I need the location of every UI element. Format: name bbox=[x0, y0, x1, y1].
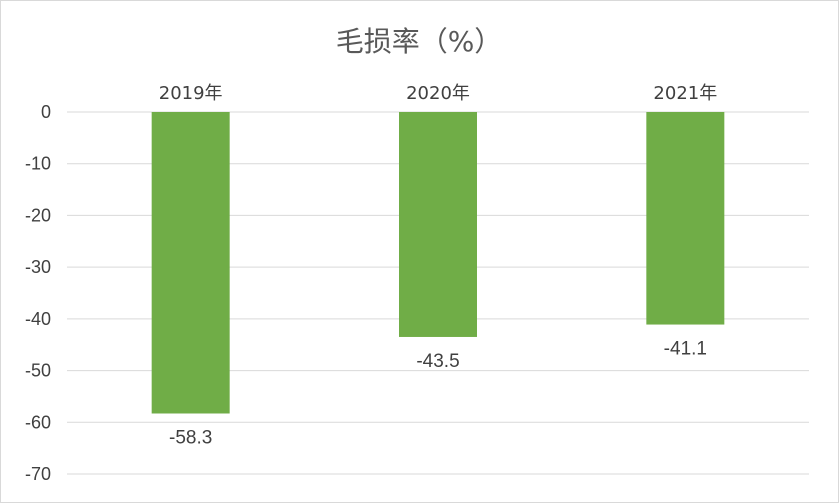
y-tick-label: -60 bbox=[25, 412, 51, 432]
y-axis-tick-labels: 0 -10 -20 -30 -40 -50 -60 -70 bbox=[25, 102, 51, 484]
y-tick-label: 0 bbox=[41, 102, 51, 122]
y-tick-label: -70 bbox=[25, 464, 51, 484]
data-label: -43.5 bbox=[416, 351, 459, 372]
category-label: 2019年 bbox=[159, 83, 223, 104]
bar bbox=[646, 112, 725, 325]
bar bbox=[151, 112, 230, 414]
category-label: 2020年 bbox=[406, 83, 470, 104]
y-tick-label: -20 bbox=[25, 205, 51, 225]
category-labels: 2019年 2020年 2021年 bbox=[159, 83, 717, 104]
data-label: -41.1 bbox=[664, 339, 707, 360]
y-tick-label: -50 bbox=[25, 361, 51, 381]
y-tick-label: -10 bbox=[25, 154, 51, 174]
data-labels: -58.3 -43.5 -41.1 bbox=[169, 339, 707, 449]
bar bbox=[399, 112, 477, 337]
bars bbox=[151, 112, 725, 414]
chart-title: 毛损率（%） bbox=[336, 25, 503, 58]
y-tick-label: -40 bbox=[25, 309, 51, 329]
y-tick-label: -30 bbox=[25, 257, 51, 277]
data-label: -58.3 bbox=[169, 427, 212, 448]
category-label: 2021年 bbox=[653, 83, 717, 104]
